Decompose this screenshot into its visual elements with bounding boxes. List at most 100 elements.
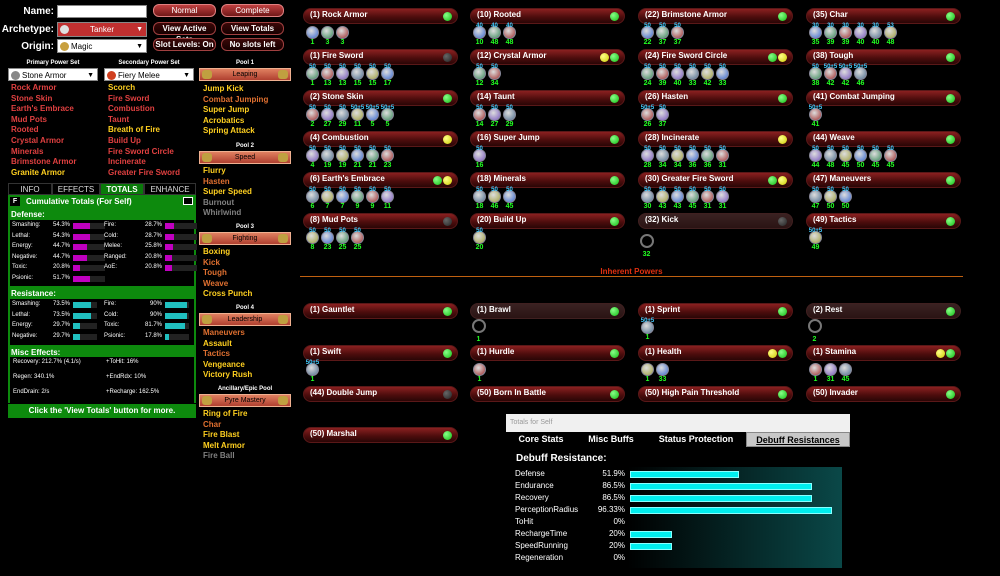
power-list-item[interactable]: Melt Armor <box>203 440 245 450</box>
pool-select[interactable]: Leaping <box>199 68 291 81</box>
power-entry[interactable]: (32) Kick <box>638 213 793 229</box>
enhancement-slot[interactable]: 50 25 <box>335 228 350 252</box>
enhancement-slot[interactable]: 50 9 <box>350 187 365 211</box>
enhancement-slot[interactable]: 50 13 <box>320 64 335 88</box>
power-entry[interactable]: (6) Earth's Embrace <box>303 172 458 188</box>
enhancement-slot[interactable]: 50 7 <box>335 187 350 211</box>
power-list-item[interactable]: Acrobatics <box>203 115 245 125</box>
power-entry[interactable]: (44) Double Jump <box>303 386 458 402</box>
power-list-item[interactable]: Mud Pots <box>11 114 47 124</box>
power-entry[interactable]: (22) Brimstone Armor <box>638 8 793 24</box>
power-entry[interactable]: (18) Minerals <box>470 172 625 188</box>
power-list-item[interactable]: Whirlwind <box>203 208 242 218</box>
enhancement-slot[interactable]: 50 45 <box>502 187 517 211</box>
enhancement-slot[interactable]: 50 34 <box>670 146 685 170</box>
power-list-item[interactable]: Tough <box>203 268 227 278</box>
power-list-item[interactable]: Combustion <box>108 104 155 114</box>
enhancement-slot[interactable]: 40 48 <box>502 23 517 47</box>
power-list-item[interactable]: Spring Attack <box>203 126 255 136</box>
tab-status-protection[interactable]: Status Protection <box>658 434 734 444</box>
enhancement-slot[interactable]: 45 <box>838 362 853 384</box>
enhancement-slot[interactable]: 50 27 <box>487 105 502 129</box>
complete-button[interactable]: Complete <box>221 4 284 17</box>
power-list-item[interactable]: Cross Punch <box>203 289 253 299</box>
power-list-item[interactable]: Fire Blast <box>203 430 240 440</box>
power-list-item[interactable]: Fire Ball <box>203 451 235 461</box>
enhancement-slot[interactable]: 50 21 <box>350 146 365 170</box>
power-entry[interactable]: (1) Gauntlet <box>303 303 458 319</box>
view-active-sets-button[interactable]: View Active Sets <box>153 22 216 44</box>
enhancement-slot[interactable]: 50 37 <box>670 23 685 47</box>
power-entry[interactable]: (10) Rooted <box>470 8 625 24</box>
power-entry[interactable]: (1) Sprint <box>638 303 793 319</box>
power-list-item[interactable]: Burnout <box>203 197 235 207</box>
power-list-item[interactable]: Jump Kick <box>203 84 244 93</box>
power-entry[interactable]: (4) Combustion <box>303 131 458 147</box>
enhancement-slot[interactable]: 50 19 <box>335 146 350 170</box>
tab-effects[interactable]: EFFECTS <box>52 183 100 195</box>
power-entry[interactable]: (44) Weave <box>806 131 961 147</box>
power-list-item[interactable]: Tactics <box>203 349 230 359</box>
power-entry[interactable]: (50) Marshal <box>303 427 458 443</box>
power-list-item[interactable]: Vengeance <box>203 359 245 369</box>
power-list-item[interactable]: Rooted <box>11 125 39 135</box>
enhancement-slot[interactable]: 50 34 <box>487 64 502 88</box>
enhancement-slot[interactable]: 30 40 <box>868 23 883 47</box>
power-list-item[interactable]: Maneuvers <box>203 328 245 337</box>
power-list-item[interactable]: Greater Fire Sword <box>108 167 181 177</box>
power-list-item[interactable]: Crystal Armor <box>11 135 65 145</box>
power-list-item[interactable]: Ring of Fire <box>203 409 248 418</box>
enhancement-slot[interactable]: 50+5 1 <box>305 360 320 384</box>
enhancement-slot[interactable]: 1 <box>305 25 320 47</box>
enhancement-slot[interactable]: 50 45 <box>838 146 853 170</box>
enhancement-slot[interactable]: 50+5 49 <box>808 228 823 252</box>
enhancement-slot[interactable]: 50 20 <box>472 228 487 252</box>
power-entry[interactable]: (2) Rest <box>806 303 961 319</box>
power-list-item[interactable]: Earth's Embrace <box>11 104 74 114</box>
enhancement-slot[interactable]: 50 40 <box>670 64 685 88</box>
enhancement-slot[interactable]: 50 23 <box>380 146 395 170</box>
enhancement-slot[interactable]: 50 2 <box>305 105 320 129</box>
power-list-item[interactable]: Rock Armor <box>11 83 57 92</box>
enhancement-slot[interactable]: 50 50 <box>838 187 853 211</box>
enhancement-slot[interactable]: 50 37 <box>655 23 670 47</box>
enhancement-slot[interactable]: 53 48 <box>883 23 898 47</box>
enhancement-slot[interactable]: 50 30 <box>640 187 655 211</box>
enhancement-slot[interactable]: 50 31 <box>700 187 715 211</box>
tab-misc-buffs[interactable]: Misc Buffs <box>588 434 634 444</box>
enhancement-slot[interactable]: 50 47 <box>808 187 823 211</box>
enhancement-slot[interactable]: 50 42 <box>700 64 715 88</box>
pool-select[interactable]: Speed <box>199 151 291 164</box>
enhancement-slot[interactable]: 30 39 <box>823 23 838 47</box>
power-entry[interactable]: (12) Crystal Armor <box>470 49 625 65</box>
power-entry[interactable]: (1) Fire Sword <box>303 49 458 65</box>
enhancement-slot[interactable]: 50 50 <box>823 187 838 211</box>
power-list-item[interactable]: Fire Sword Circle <box>108 146 174 156</box>
power-entry[interactable]: (2) Stone Skin <box>303 90 458 106</box>
pool-select[interactable]: Leadership <box>199 313 291 326</box>
enhancement-slot[interactable]: 3 <box>320 25 335 47</box>
normal-button[interactable]: Normal <box>153 4 216 17</box>
power-list-item[interactable]: Scorch <box>108 83 136 92</box>
power-list-item[interactable]: Flurry <box>203 166 226 175</box>
enhancement-slot[interactable]: 50 6 <box>305 187 320 211</box>
enhancement-slot[interactable]: 50 39 <box>655 64 670 88</box>
enhancement-slot[interactable]: 50 45 <box>685 187 700 211</box>
enhancement-slot[interactable]: 50 18 <box>472 187 487 211</box>
enhancement-slot[interactable]: 50+5 46 <box>853 64 868 88</box>
enhancement-slot[interactable]: 50 22 <box>640 23 655 47</box>
enhancement-slot[interactable]: 50 38 <box>808 64 823 88</box>
enhancement-slot[interactable]: 50 21 <box>365 146 380 170</box>
enhancement-slot[interactable]: 50+5 1 <box>640 318 655 342</box>
enhancement-slot[interactable]: 50 27 <box>320 105 335 129</box>
slot-levels-button[interactable]: Slot Levels: On <box>153 38 216 51</box>
tab-info[interactable]: INFO <box>8 183 52 195</box>
power-entry[interactable]: (38) Tough <box>806 49 961 65</box>
power-list-item[interactable]: Taunt <box>108 114 130 124</box>
enhancement-slot[interactable]: 50 13 <box>335 64 350 88</box>
enhancement-slot[interactable]: 50+5 41 <box>808 105 823 129</box>
enhancement-slot[interactable]: 50 33 <box>685 64 700 88</box>
enhancement-slot[interactable]: 50 4 <box>305 146 320 170</box>
power-list-item[interactable]: Hasten <box>203 176 230 186</box>
power-list-item[interactable]: Minerals <box>11 146 44 156</box>
